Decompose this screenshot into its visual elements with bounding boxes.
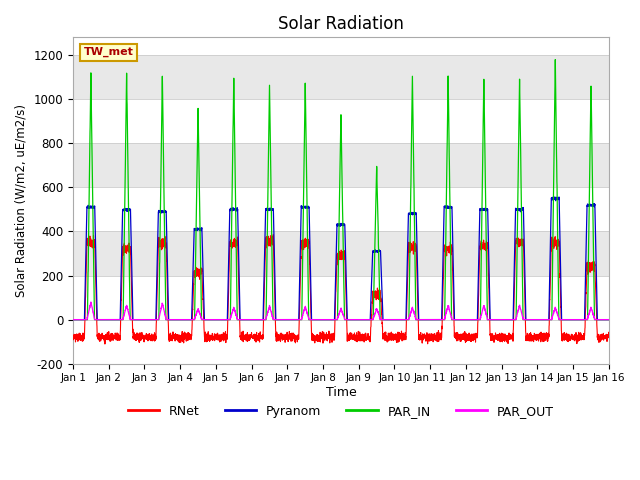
Title: Solar Radiation: Solar Radiation xyxy=(278,15,404,33)
Y-axis label: Solar Radiation (W/m2, uE/m2/s): Solar Radiation (W/m2, uE/m2/s) xyxy=(15,104,28,297)
Text: TW_met: TW_met xyxy=(84,47,134,58)
Legend: RNet, Pyranom, PAR_IN, PAR_OUT: RNet, Pyranom, PAR_IN, PAR_OUT xyxy=(123,400,559,423)
Bar xyxy=(73,231,609,276)
X-axis label: Time: Time xyxy=(326,386,356,399)
Bar xyxy=(73,143,609,187)
Bar xyxy=(73,55,609,99)
